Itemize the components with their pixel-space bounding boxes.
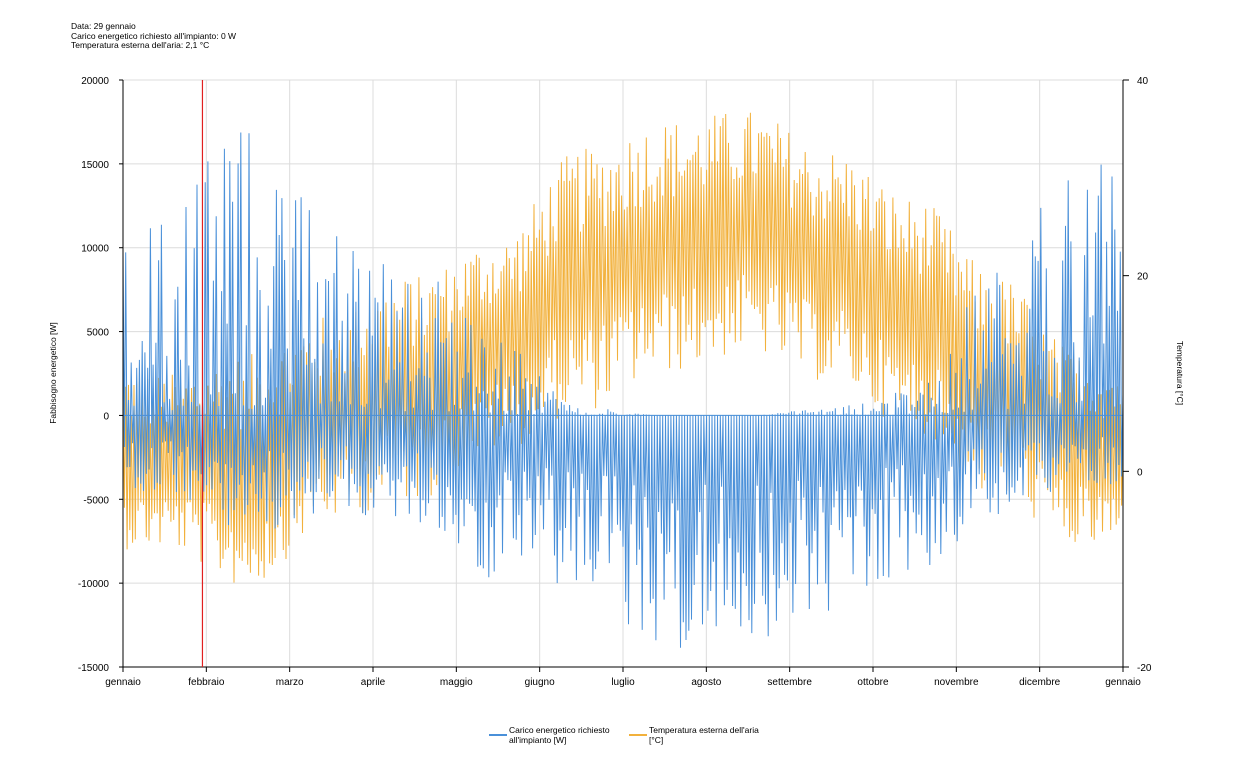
info-load: Carico energetico richiesto all'impianto… — [71, 30, 237, 41]
legend: Carico energetico richiesto all'impianto… — [489, 725, 761, 745]
info-date: Data: 29 gennaio — [71, 21, 136, 31]
x-tick-label: settembre — [767, 677, 812, 688]
load-series — [122, 132, 1124, 648]
y2-tick-label: 40 — [1137, 76, 1149, 87]
x-tick-label: novembre — [934, 677, 979, 688]
legend-label-temp: Temperatura esterna dell'aria [°C] — [649, 725, 759, 745]
y-tick-label: 0 — [103, 411, 109, 422]
info-temperature: Temperatura esterna dell'aria: 2,1 °C — [71, 40, 210, 50]
load-line — [122, 132, 1124, 648]
y-tick-label: 5000 — [87, 328, 110, 339]
legend-swatch-temp — [629, 734, 647, 736]
x-tick-label: luglio — [611, 677, 635, 688]
info-panel: Data: 29 gennaio Carico energetico richi… — [71, 21, 237, 51]
legend-swatch-load — [489, 734, 507, 736]
legend-item-load[interactable]: Carico energetico richiesto all'impianto… — [489, 725, 621, 745]
x-tick-label: dicembre — [1019, 677, 1061, 688]
x-tick-label: giugno — [525, 677, 555, 688]
y2-tick-label: 0 — [1137, 467, 1143, 478]
legend-label-load: Carico energetico richiesto all'impianto… — [509, 725, 610, 745]
x-tick-label: maggio — [440, 677, 473, 688]
y2-axis-title: Temperatura [°C] — [1175, 341, 1185, 405]
y2-tick-label: 20 — [1137, 272, 1149, 283]
x-tick-label: febbraio — [188, 677, 225, 688]
legend-item-temp[interactable]: Temperatura esterna dell'aria [°C] — [629, 725, 761, 745]
y-tick-label: 20000 — [81, 76, 109, 87]
y-tick-label: -15000 — [78, 663, 110, 674]
x-tick-label: ottobre — [857, 677, 889, 688]
x-tick-label: marzo — [276, 677, 304, 688]
x-tick-label: gennaio — [105, 677, 141, 688]
y2-tick-label: -20 — [1137, 663, 1152, 674]
x-tick-label: agosto — [691, 677, 721, 688]
x-tick-label: aprile — [361, 677, 386, 688]
y-tick-label: -5000 — [83, 495, 109, 506]
axes: -15000 -10000 -5000 0 5000 10000 15000 20000 -20… — [78, 76, 1152, 688]
y-axis-title: Fabbisogno energetico [W] — [48, 322, 58, 424]
y-tick-label: -10000 — [78, 579, 110, 590]
y-tick-label: 10000 — [81, 244, 109, 255]
y-tick-label: 15000 — [81, 160, 109, 171]
x-tick-label: gennaio — [1105, 677, 1141, 688]
